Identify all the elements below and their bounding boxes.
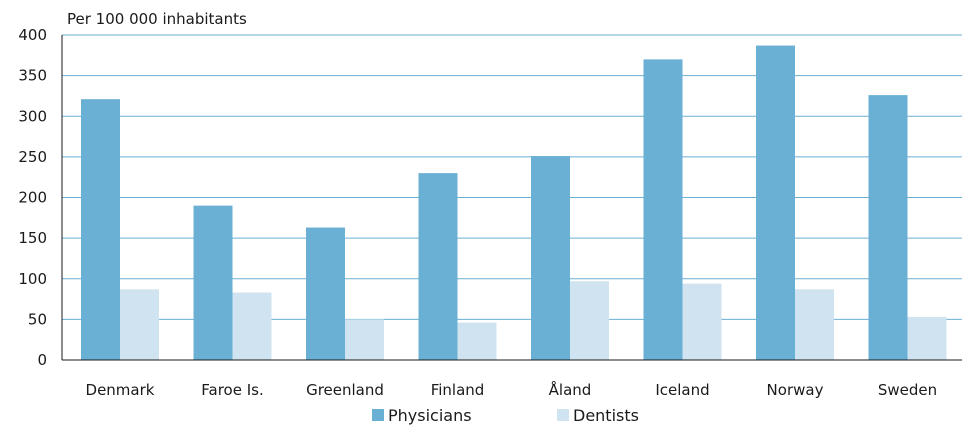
x-tick-label-åland: Åland [549, 380, 592, 399]
x-tick-label-norway: Norway [767, 381, 824, 399]
legend-label-physicians: Physicians [388, 406, 472, 425]
x-tick-label-denmark: Denmark [86, 381, 155, 399]
y-tick-labels: 0 50 100 150 200 250 300 350 400 [18, 26, 47, 369]
bar-dentists-norway [795, 289, 834, 360]
x-tick-label-faroe-is: Faroe Is. [201, 381, 263, 399]
y-axis-unit-label: Per 100 000 inhabitants [67, 10, 247, 28]
y-tick-label-250: 250 [18, 148, 47, 166]
bars [81, 45, 947, 360]
legend: Physicians Dentists [372, 406, 639, 425]
y-tick-label-0: 0 [37, 351, 47, 369]
axes [61, 35, 962, 361]
y-tick-label-350: 350 [18, 67, 47, 85]
y-tick-label-50: 50 [28, 310, 47, 328]
bar-dentists-iceland [682, 283, 722, 360]
bar-physicians-åland [531, 156, 570, 360]
x-tick-label-greenland: Greenland [306, 381, 384, 399]
y-tick-label-150: 150 [18, 229, 47, 247]
bar-dentists-faroe-is [232, 292, 272, 360]
legend-label-dentists: Dentists [573, 406, 639, 425]
bar-physicians-denmark [81, 99, 120, 360]
y-tick-label-100: 100 [18, 270, 47, 288]
legend-swatch-dentists [557, 409, 569, 421]
bar-dentists-sweden [907, 316, 947, 360]
x-tick-labels: Denmark Faroe Is. Greenland Finland Åland Ice… [86, 380, 938, 399]
bar-physicians-finland [418, 173, 458, 360]
y-tick-label-200: 200 [18, 189, 47, 207]
x-tick-label-iceland: Iceland [655, 381, 709, 399]
bar-dentists-åland [570, 281, 609, 360]
x-tick-label-finland: Finland [431, 381, 485, 399]
bar-physicians-greenland [306, 227, 345, 360]
y-tick-label-300: 300 [18, 107, 47, 125]
bar-dentists-finland [457, 322, 497, 360]
bar-physicians-faroe-is [193, 205, 233, 360]
legend-swatch-physicians [372, 409, 384, 421]
bar-dentists-denmark [120, 289, 159, 360]
bar-dentists-greenland [345, 319, 384, 360]
x-tick-label-sweden: Sweden [878, 381, 937, 399]
y-tick-label-400: 400 [18, 26, 47, 44]
bar-physicians-sweden [868, 95, 908, 360]
bar-physicians-norway [756, 45, 795, 360]
bar-physicians-iceland [643, 59, 683, 360]
